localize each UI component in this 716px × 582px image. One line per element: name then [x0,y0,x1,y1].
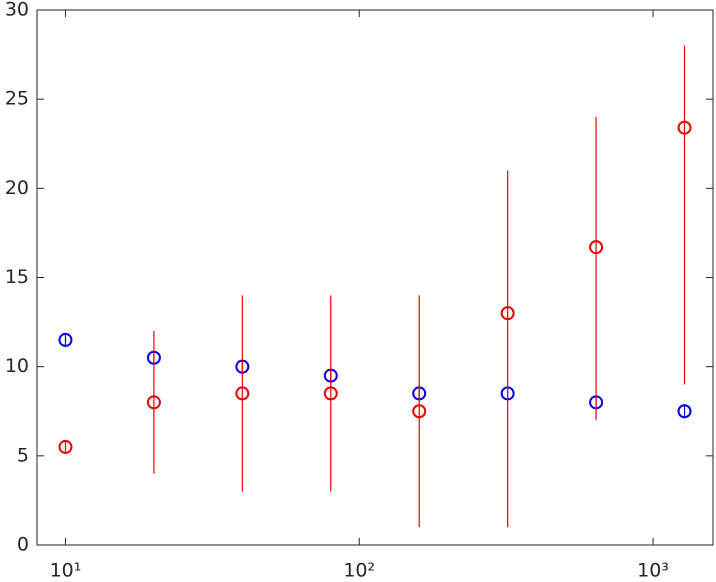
marker [500,306,515,321]
y-tick-label: 20 [5,177,29,199]
y-tick-label: 30 [5,0,29,21]
marker [323,386,338,401]
x-tick-label: 10² [343,560,375,582]
marker [412,404,427,419]
y-tick-label: 15 [5,266,29,288]
x-tick-label: 10³ [637,560,669,582]
plot-frame [36,9,714,546]
y-tick-label: 0 [17,534,29,556]
x-tick-label: 10¹ [50,560,82,582]
y-tick-label: 10 [5,355,29,377]
marker [146,395,161,410]
marker [58,439,73,454]
marker [677,404,692,419]
y-tick-label: 25 [5,88,29,110]
marker [589,240,604,255]
marker [235,386,250,401]
y-tick-label: 5 [17,444,29,466]
marker [677,120,692,135]
marker [58,332,73,347]
